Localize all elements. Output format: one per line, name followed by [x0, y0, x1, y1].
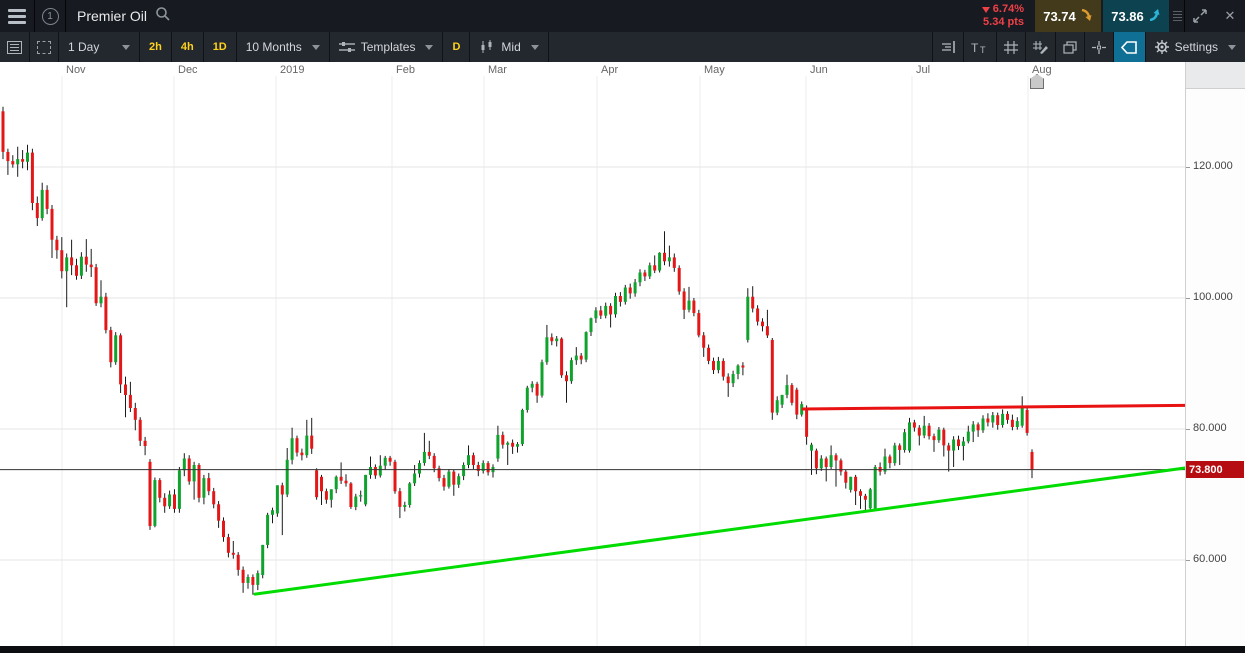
sell-price-button[interactable]: 73.74	[1035, 0, 1101, 32]
chevron-down-icon	[425, 44, 434, 50]
gear-icon	[1154, 40, 1169, 54]
toolbar-spacer	[548, 32, 932, 62]
time-axis-label: Mar	[488, 64, 507, 76]
time-axis-label: Jul	[916, 64, 931, 76]
time-axis-label: Jun	[810, 64, 828, 76]
change-percent: 6.74%	[992, 3, 1024, 15]
buy-price-button[interactable]: 73.86	[1103, 0, 1169, 32]
price-axis[interactable]: 120.000 100.000 80.000 60.000 73.800	[1185, 62, 1245, 646]
axis-corner	[1185, 62, 1245, 89]
price-type-label: Mid	[501, 40, 521, 54]
change-points: 5.34 pts	[983, 16, 1024, 28]
price-panel: 6.74% 5.34 pts 73.74 73.86 ✕	[972, 0, 1245, 32]
buy-price: 73.86	[1111, 8, 1144, 24]
current-price-tag: 73.800	[1186, 461, 1244, 479]
sell-arrow-icon	[1081, 8, 1093, 25]
price-type-dropdown[interactable]: Mid	[470, 32, 548, 62]
svg-text:T: T	[971, 41, 979, 54]
divider	[65, 0, 66, 32]
gridlines-icon[interactable]	[996, 32, 1025, 62]
time-axis-label: Dec	[178, 64, 198, 76]
time-axis-label: Apr	[601, 64, 619, 76]
time-axis-label: 2019	[280, 64, 305, 76]
price-label-tool-icon[interactable]	[1113, 32, 1145, 62]
divider	[34, 0, 35, 32]
layout-grid-icon[interactable]	[30, 32, 58, 62]
tick-mark	[1186, 298, 1190, 299]
chevron-down-icon	[122, 44, 130, 50]
divider	[1184, 0, 1185, 32]
time-axis-label: Nov	[66, 64, 86, 76]
timeframe-4h-button[interactable]: 4h	[171, 32, 203, 62]
timeframe-2h-button[interactable]: 2h	[140, 32, 171, 62]
range-label: 10 Months	[245, 40, 302, 54]
sell-price: 73.74	[1043, 8, 1076, 24]
price-axis-label: 120.000	[1193, 160, 1233, 172]
settings-dropdown[interactable]: Settings	[1145, 32, 1245, 62]
buy-arrow-icon	[1149, 8, 1161, 25]
period-label: 1 Day	[68, 40, 100, 54]
home-marker-icon[interactable]	[1030, 74, 1044, 89]
down-triangle-icon	[981, 6, 990, 13]
chevron-down-icon	[311, 44, 320, 50]
chevron-down-icon	[530, 44, 539, 50]
timeframe-1d-button[interactable]: 1D	[203, 32, 236, 62]
tick-mark	[1186, 429, 1190, 430]
time-axis-label: May	[704, 64, 725, 76]
time-axis-label: Feb	[396, 64, 415, 76]
windows-cascade-icon[interactable]	[1055, 32, 1084, 62]
change-block: 6.74% 5.34 pts	[972, 0, 1034, 32]
tick-mark	[1186, 560, 1190, 561]
period-dropdown[interactable]: 1 Day	[59, 32, 139, 62]
close-icon[interactable]: ✕	[1224, 8, 1236, 23]
templates-label: Templates	[360, 40, 416, 54]
candlestick-chart[interactable]	[0, 62, 1185, 646]
window-number-badge[interactable]: 1	[35, 0, 65, 32]
sliders-icon	[338, 41, 355, 53]
candlestick-icon	[479, 40, 495, 54]
window-number: 1	[41, 7, 59, 25]
settings-label: Settings	[1174, 40, 1218, 54]
price-axis-label: 60.000	[1193, 553, 1227, 565]
time-axis-label: Aug	[1032, 64, 1052, 76]
chevron-down-icon	[1228, 44, 1236, 50]
price-axis-label: 100.000	[1193, 291, 1233, 303]
top-bar: 1 Premier Oil 6.74% 5.34 pts 73.74 73.8	[0, 0, 1245, 32]
drag-handle[interactable]	[1170, 0, 1184, 32]
svg-text:T: T	[980, 45, 986, 54]
chart-toolbar: 1 Day 2h 4h 1D 10 Months Templates D Mid…	[0, 32, 1245, 62]
scroll-to-latest-icon[interactable]	[932, 32, 963, 62]
tick-mark	[1186, 167, 1190, 168]
expand-icon[interactable]	[1185, 0, 1215, 32]
bottom-bar	[0, 646, 1245, 653]
draw-tools-icon[interactable]	[1025, 32, 1055, 62]
instrument-title-area: Premier Oil	[66, 0, 972, 32]
crosshair-icon[interactable]	[1084, 32, 1113, 62]
chart-style-button[interactable]: D	[443, 32, 470, 62]
range-dropdown[interactable]: 10 Months	[236, 32, 329, 62]
order-board-icon[interactable]	[0, 32, 29, 62]
chart-area[interactable]: Nov Dec 2019 Feb Mar Apr May Jun Jul Aug 120.000 1…	[0, 62, 1245, 646]
price-axis-label: 80.000	[1193, 422, 1227, 434]
menu-icon[interactable]	[0, 0, 34, 32]
instrument-title: Premier Oil	[77, 8, 148, 24]
search-icon[interactable]	[155, 6, 171, 27]
templates-dropdown[interactable]: Templates	[329, 32, 443, 62]
